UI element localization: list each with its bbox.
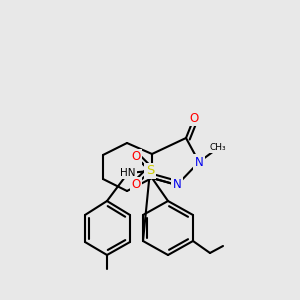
Text: S: S <box>146 164 154 178</box>
Text: N: N <box>195 155 203 169</box>
Text: CH₃: CH₃ <box>210 143 226 152</box>
Text: O: O <box>189 112 199 124</box>
Text: N: N <box>172 178 182 191</box>
Text: HN: HN <box>120 168 136 178</box>
Text: O: O <box>131 178 141 191</box>
Text: O: O <box>131 151 141 164</box>
